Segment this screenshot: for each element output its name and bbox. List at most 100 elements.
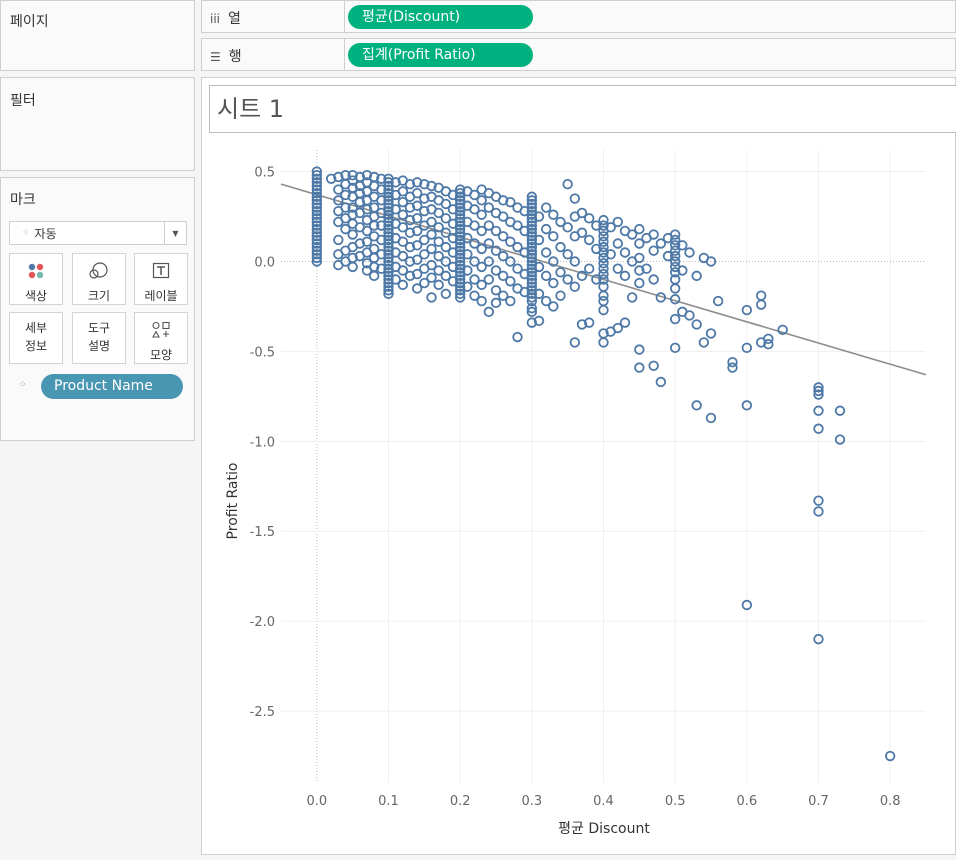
- data-point[interactable]: [454, 241, 466, 253]
- data-point[interactable]: [605, 249, 616, 260]
- data-point[interactable]: [426, 216, 437, 228]
- data-point[interactable]: [404, 214, 416, 226]
- data-point[interactable]: [426, 292, 437, 303]
- data-point[interactable]: [533, 211, 545, 222]
- data-point[interactable]: [569, 281, 581, 292]
- data-point[interactable]: [383, 238, 394, 249]
- data-point[interactable]: [505, 256, 516, 267]
- data-point[interactable]: [476, 243, 487, 255]
- data-point[interactable]: [462, 249, 473, 260]
- data-point[interactable]: [598, 220, 609, 231]
- data-point[interactable]: [526, 317, 538, 328]
- data-point[interactable]: [526, 198, 538, 210]
- data-point[interactable]: [519, 286, 530, 298]
- data-point[interactable]: [533, 234, 545, 246]
- data-point[interactable]: [533, 315, 545, 327]
- data-point[interactable]: [440, 270, 452, 282]
- data-point[interactable]: [383, 245, 394, 256]
- data-point[interactable]: [426, 259, 437, 271]
- data-point[interactable]: [447, 261, 459, 273]
- data-point[interactable]: [419, 193, 430, 204]
- data-point[interactable]: [691, 400, 702, 411]
- data-point[interactable]: [411, 177, 423, 188]
- data-point[interactable]: [454, 259, 466, 271]
- data-point[interactable]: [562, 222, 573, 233]
- data-point[interactable]: [404, 241, 416, 253]
- data-point[interactable]: [383, 234, 394, 246]
- data-point[interactable]: [311, 209, 323, 220]
- data-point[interactable]: [411, 268, 423, 280]
- data-point[interactable]: [476, 261, 487, 273]
- data-point[interactable]: [626, 292, 638, 303]
- data-point[interactable]: [526, 303, 538, 314]
- data-point[interactable]: [490, 265, 502, 276]
- data-point[interactable]: [662, 250, 674, 262]
- data-point[interactable]: [397, 196, 409, 208]
- data-point[interactable]: [684, 310, 695, 321]
- data-point[interactable]: [311, 252, 323, 264]
- data-point[interactable]: [540, 270, 552, 282]
- data-point[interactable]: [383, 256, 394, 267]
- data-point[interactable]: [383, 191, 394, 202]
- data-point[interactable]: [526, 267, 538, 278]
- data-point[interactable]: [440, 198, 452, 210]
- data-point[interactable]: [383, 216, 394, 228]
- data-point[interactable]: [490, 285, 502, 296]
- data-point[interactable]: [311, 180, 323, 192]
- data-point[interactable]: [483, 274, 495, 285]
- data-point[interactable]: [311, 249, 323, 260]
- data-point[interactable]: [383, 281, 394, 292]
- data-point[interactable]: [598, 258, 609, 269]
- data-point[interactable]: [454, 256, 466, 267]
- data-point[interactable]: [447, 276, 459, 287]
- discount-column-pill[interactable]: 평균(Discount): [348, 5, 533, 29]
- data-point[interactable]: [419, 234, 430, 246]
- data-point[interactable]: [813, 633, 824, 645]
- data-point[interactable]: [333, 171, 344, 183]
- data-point[interactable]: [411, 240, 423, 251]
- data-point[interactable]: [311, 202, 323, 213]
- data-point[interactable]: [383, 267, 394, 278]
- data-point[interactable]: [540, 247, 552, 258]
- data-point[interactable]: [526, 234, 538, 246]
- data-point[interactable]: [476, 279, 487, 291]
- data-point[interactable]: [383, 241, 394, 253]
- data-point[interactable]: [454, 234, 466, 246]
- data-point[interactable]: [619, 270, 631, 282]
- data-point[interactable]: [426, 272, 437, 283]
- data-point[interactable]: [419, 277, 430, 289]
- data-point[interactable]: [347, 202, 358, 213]
- data-point[interactable]: [454, 184, 466, 195]
- data-point[interactable]: [383, 220, 394, 231]
- data-point[interactable]: [526, 270, 538, 282]
- data-point[interactable]: [390, 274, 401, 285]
- data-point[interactable]: [669, 229, 681, 240]
- data-point[interactable]: [347, 261, 358, 273]
- data-point[interactable]: [433, 207, 444, 219]
- data-point[interactable]: [340, 189, 351, 201]
- data-point[interactable]: [526, 277, 538, 289]
- data-point[interactable]: [490, 245, 502, 256]
- data-point[interactable]: [598, 231, 609, 242]
- data-point[interactable]: [834, 405, 846, 416]
- shape-mark-button[interactable]: 모양: [134, 312, 188, 364]
- data-point[interactable]: [454, 209, 466, 220]
- size-mark-button[interactable]: 크기: [72, 253, 126, 305]
- data-point[interactable]: [598, 241, 609, 253]
- data-point[interactable]: [669, 250, 681, 262]
- data-point[interactable]: [311, 220, 323, 231]
- data-point[interactable]: [311, 187, 323, 199]
- data-point[interactable]: [469, 256, 480, 267]
- data-point[interactable]: [813, 405, 824, 416]
- data-point[interactable]: [598, 236, 609, 247]
- data-point[interactable]: [383, 259, 394, 271]
- data-point[interactable]: [454, 263, 466, 274]
- data-point[interactable]: [404, 178, 416, 190]
- data-point[interactable]: [526, 274, 538, 285]
- data-point[interactable]: [454, 227, 466, 238]
- data-point[interactable]: [454, 223, 466, 235]
- data-point[interactable]: [813, 385, 824, 397]
- data-point[interactable]: [383, 177, 394, 188]
- data-point[interactable]: [576, 270, 588, 282]
- data-point[interactable]: [397, 279, 409, 291]
